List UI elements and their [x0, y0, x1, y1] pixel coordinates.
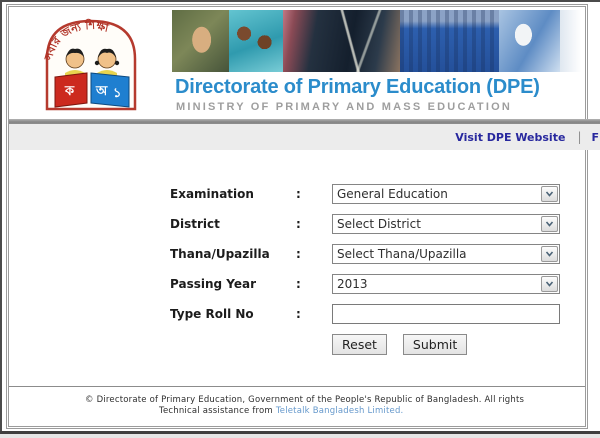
header: সবার জন্য শিক্ষা ক অ ১	[9, 7, 585, 119]
result-search-form: Examination : General Education District…	[170, 184, 585, 355]
nav-bar: Visit DPE Website | F	[9, 124, 600, 150]
district-select[interactable]: Select District	[332, 214, 560, 234]
district-label: District	[170, 217, 220, 231]
district-select-value: Select District	[337, 217, 421, 231]
passing-year-label: Passing Year	[170, 277, 257, 291]
colon: :	[296, 277, 301, 291]
roll-no-input[interactable]	[332, 304, 560, 324]
banner-photo-classroom-children	[229, 10, 283, 72]
thana-upazilla-label: Thana/Upazilla	[170, 247, 270, 261]
page-title: Directorate of Primary Education (DPE)	[175, 76, 540, 98]
banner-photo-child-writing-on-slate	[283, 10, 400, 72]
colon: :	[296, 187, 301, 201]
teletalk-link[interactable]: Teletalk Bangladesh Limited.	[275, 406, 404, 416]
colon: :	[296, 247, 301, 261]
chevron-down-icon[interactable]	[541, 246, 558, 262]
colon: :	[296, 307, 301, 321]
thana-upazilla-select-value: Select Thana/Upazilla	[337, 247, 467, 261]
page-subtitle: MINISTRY OF PRIMARY AND MASS EDUCATION	[176, 101, 512, 113]
logo-left-book-letter: ক	[64, 84, 75, 99]
passing-year-select-value: 2013	[337, 277, 368, 291]
nav-link-partial[interactable]: F	[591, 130, 599, 144]
nav-separator: |	[577, 130, 582, 144]
logo-cell: সবার জন্য শিক্ষা ক অ ১	[9, 7, 172, 119]
window-frame-top	[0, 0, 600, 2]
chevron-down-icon[interactable]	[541, 276, 558, 292]
banner-photo-strip	[172, 10, 585, 72]
dpe-logo-icon: সবার জন্য শিক্ষা ক অ ১	[41, 18, 136, 111]
visit-dpe-website-link[interactable]: Visit DPE Website	[455, 130, 566, 144]
colon: :	[296, 217, 301, 231]
reset-button[interactable]: Reset	[332, 334, 387, 355]
logo-right-book-letter1: অ	[95, 84, 108, 99]
banner-photo-students-assembly	[400, 10, 499, 72]
banner-fade	[560, 10, 585, 72]
form-row-passing-year: Passing Year : 2013	[170, 274, 585, 294]
header-divider-bar	[9, 119, 600, 124]
form-row-district: District : Select District	[170, 214, 585, 234]
banner-photo-child-with-bag	[172, 10, 229, 72]
window-frame-bottom	[0, 431, 600, 434]
header-right: Directorate of Primary Education (DPE) M…	[172, 7, 585, 119]
form-row-thana-upazilla: Thana/Upazilla : Select Thana/Upazilla	[170, 244, 585, 264]
form-row-examination: Examination : General Education	[170, 184, 585, 204]
submit-button[interactable]: Submit	[402, 334, 468, 355]
chevron-down-icon[interactable]	[541, 216, 558, 232]
form-row-roll-no: Type Roll No :	[170, 304, 585, 324]
footer-assistance-text: Technical assistance from	[159, 406, 276, 416]
logo-right-book-letter2: ১	[113, 86, 121, 101]
examination-select-value: General Education	[337, 187, 448, 201]
window-frame-bottom-strip	[0, 434, 600, 438]
examination-select[interactable]: General Education	[332, 184, 560, 204]
chevron-down-icon[interactable]	[541, 186, 558, 202]
footer: © Directorate of Primary Education, Gove…	[9, 386, 585, 426]
roll-no-label: Type Roll No	[170, 307, 254, 321]
banner-photo-students-in-uniform	[499, 10, 560, 72]
passing-year-select[interactable]: 2013	[332, 274, 560, 294]
main-area: Examination : General Education District…	[9, 150, 585, 386]
footer-copyright: © Directorate of Primary Education, Gove…	[85, 395, 525, 405]
form-buttons-row: Reset Submit	[332, 334, 585, 355]
thana-upazilla-select[interactable]: Select Thana/Upazilla	[332, 244, 560, 264]
examination-label: Examination	[170, 187, 254, 201]
footer-assistance: Technical assistance from Teletalk Bangl…	[9, 406, 585, 417]
content-box: সবার জন্য শিক্ষা ক অ ১	[6, 4, 600, 429]
window-frame-left	[0, 0, 2, 438]
